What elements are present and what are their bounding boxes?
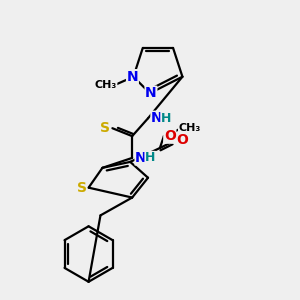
- Text: O: O: [176, 133, 188, 147]
- Text: H: H: [145, 152, 155, 164]
- Text: S: S: [100, 121, 110, 135]
- Text: S: S: [76, 181, 87, 195]
- Text: N: N: [145, 86, 157, 100]
- Text: N: N: [127, 70, 138, 84]
- Text: N: N: [151, 111, 163, 125]
- Text: H: H: [161, 112, 171, 125]
- Text: CH₃: CH₃: [178, 123, 201, 133]
- Text: O: O: [164, 129, 176, 143]
- Text: N: N: [135, 151, 147, 165]
- Text: CH₃: CH₃: [94, 80, 117, 90]
